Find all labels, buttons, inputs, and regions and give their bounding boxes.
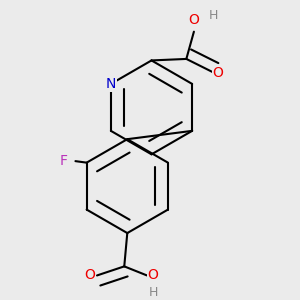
Text: O: O xyxy=(148,268,158,283)
Text: H: H xyxy=(209,8,218,22)
Text: O: O xyxy=(84,268,95,283)
Text: O: O xyxy=(188,13,199,27)
Text: N: N xyxy=(106,77,116,91)
Text: O: O xyxy=(213,66,224,80)
Text: H: H xyxy=(148,286,158,298)
Text: F: F xyxy=(60,154,68,168)
